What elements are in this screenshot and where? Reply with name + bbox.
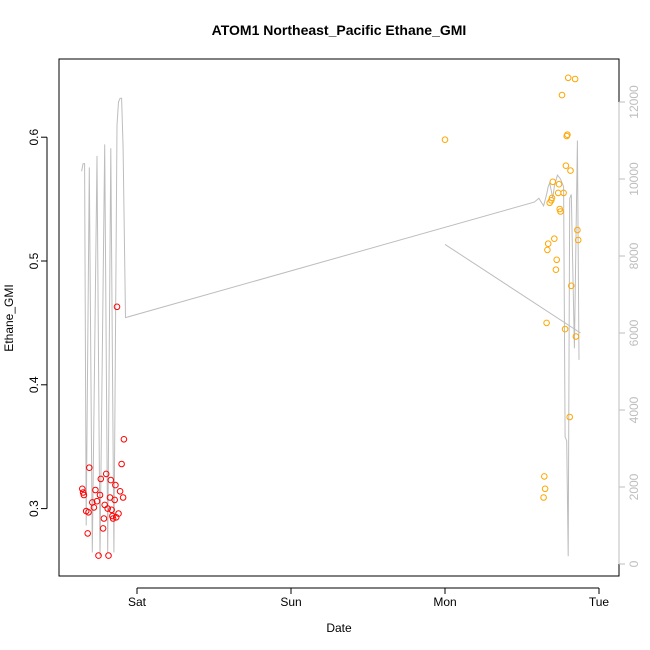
data-point-series-2 bbox=[557, 208, 564, 215]
data-point-series-1 bbox=[100, 515, 108, 522]
data-point-series-1 bbox=[116, 488, 124, 495]
data-point-series-2 bbox=[564, 131, 571, 138]
data-point-series-1 bbox=[113, 303, 121, 311]
data-point-series-1 bbox=[109, 515, 117, 522]
chart-title: ATOM1 Northeast_Pacific Ethane_GMI bbox=[212, 22, 467, 38]
data-point-series-2 bbox=[548, 194, 556, 202]
data-point-series-2 bbox=[567, 167, 574, 174]
data-point-series-2 bbox=[555, 180, 563, 188]
data-point-series-2 bbox=[568, 282, 575, 290]
data-point-series-1 bbox=[108, 506, 115, 514]
data-point-series-2 bbox=[541, 473, 548, 480]
data-point-series-1 bbox=[115, 510, 122, 517]
y2-tick-label: 10000 bbox=[627, 162, 641, 196]
data-point-series-1 bbox=[99, 525, 107, 532]
data-point-series-1 bbox=[90, 504, 98, 511]
y-tick-label: 0.4 bbox=[27, 376, 41, 393]
y-tick-label: 0.5 bbox=[27, 252, 41, 269]
data-point-series-2 bbox=[554, 189, 562, 197]
y2-tick-label: 0 bbox=[627, 560, 641, 567]
plot-area bbox=[58, 58, 620, 577]
data-point-series-1 bbox=[96, 491, 104, 499]
data-point-series-1 bbox=[111, 496, 118, 504]
data-point-series-2 bbox=[552, 266, 560, 274]
data-point-series-1 bbox=[97, 475, 105, 483]
data-point-series-2 bbox=[544, 246, 551, 254]
data-point-series-2 bbox=[560, 189, 567, 197]
y2-tick-label: 2000 bbox=[627, 473, 641, 500]
data-point-series-2 bbox=[566, 413, 574, 421]
data-point-series-1 bbox=[92, 486, 99, 494]
data-point-series-2 bbox=[549, 178, 557, 186]
x-tick-label: Sun bbox=[280, 595, 301, 609]
data-point-series-1 bbox=[102, 470, 110, 478]
altitude-line-segment bbox=[444, 243, 581, 334]
data-point-series-1 bbox=[118, 460, 125, 468]
data-point-series-1 bbox=[120, 436, 128, 443]
x-axis-label: Date bbox=[326, 621, 352, 635]
data-point-series-2 bbox=[574, 236, 582, 244]
data-point-series-1 bbox=[104, 505, 111, 512]
data-point-series-1 bbox=[112, 481, 119, 489]
y2-tick-label: 6000 bbox=[627, 319, 641, 346]
data-point-series-1 bbox=[84, 530, 91, 537]
x-tick-label: Mon bbox=[433, 595, 456, 609]
data-point-series-1 bbox=[85, 509, 92, 516]
altitude-line bbox=[81, 97, 580, 557]
data-point-series-1 bbox=[79, 485, 86, 493]
data-point-series-2 bbox=[541, 485, 549, 493]
data-point-series-1 bbox=[107, 476, 115, 484]
y-tick-label: 0.3 bbox=[27, 500, 41, 517]
y2-tick-label: 8000 bbox=[627, 242, 641, 269]
data-point-series-2 bbox=[551, 235, 558, 242]
data-point-series-2 bbox=[558, 91, 566, 99]
y2-tick-label: 4000 bbox=[627, 396, 641, 423]
data-point-series-2 bbox=[553, 256, 561, 264]
data-point-series-2 bbox=[571, 75, 579, 83]
data-point-series-1 bbox=[105, 552, 112, 559]
data-point-series-2 bbox=[540, 494, 547, 501]
series-layer bbox=[79, 74, 582, 559]
data-point-series-2 bbox=[564, 74, 572, 82]
y-tick-label: 0.6 bbox=[27, 129, 41, 146]
x-tick-label: Tue bbox=[589, 595, 610, 609]
y-axis-label: Ethane_GMI bbox=[2, 284, 16, 351]
data-point-series-1 bbox=[93, 497, 101, 505]
x-tick-label: Sat bbox=[128, 595, 147, 609]
data-point-series-1 bbox=[86, 464, 93, 472]
axes-layer: Sat Sun Mon Tue 0.3 0.4 0.5 0.6 0 2000 4000 6000 800… bbox=[27, 85, 641, 609]
data-point-series-2 bbox=[543, 319, 550, 327]
data-point-series-1 bbox=[80, 491, 88, 499]
data-point-series-2 bbox=[562, 162, 570, 169]
data-point-series-1 bbox=[95, 552, 102, 559]
data-point-series-2 bbox=[441, 136, 449, 143]
data-point-series-2 bbox=[572, 333, 580, 340]
data-point-series-2 bbox=[574, 226, 581, 234]
data-point-series-2 bbox=[561, 325, 569, 333]
y2-tick-label: 12000 bbox=[627, 85, 641, 119]
data-point-series-1 bbox=[101, 501, 108, 509]
data-point-series-2 bbox=[544, 240, 552, 247]
data-point-series-1 bbox=[119, 494, 127, 501]
